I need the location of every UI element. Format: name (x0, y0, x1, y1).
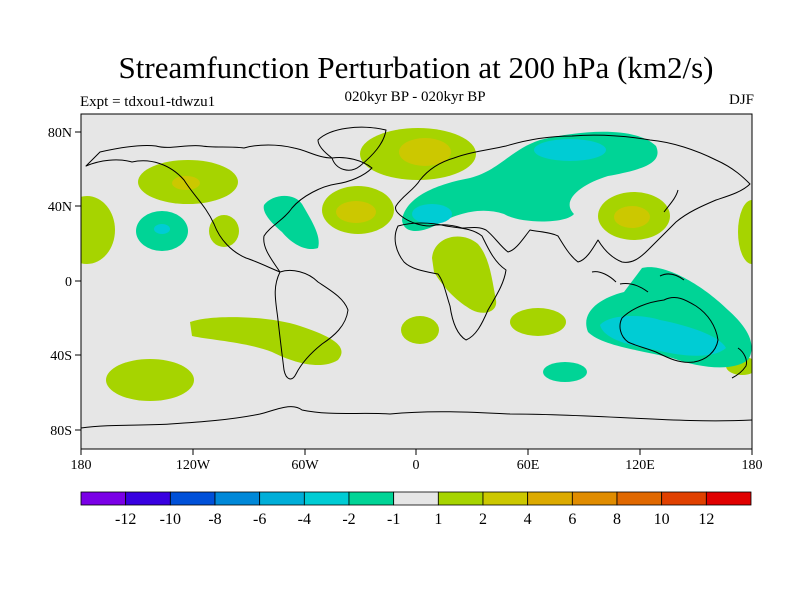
legend-label: -6 (253, 511, 266, 528)
south-atlantic-high (401, 316, 439, 344)
legend-label: 4 (524, 511, 532, 528)
legend-label: 2 (479, 511, 487, 528)
legend-swatch (348, 491, 395, 506)
legend-swatch (393, 491, 439, 506)
y-axis-ticks: 80N 40N 0 40S 80S (48, 126, 81, 439)
legend-swatch (259, 491, 305, 506)
japan-coast (663, 189, 679, 213)
eurasia-coast (395, 134, 751, 263)
x-tick-label: 180 (742, 458, 763, 473)
x-tick-label: 120W (176, 458, 211, 473)
legend-label: 10 (654, 511, 670, 528)
africa-high (432, 236, 497, 313)
north-america-low (263, 195, 319, 250)
chart-subtitle: 020kyr BP - 020kyr BP (344, 89, 486, 105)
south-pacific-high (106, 359, 194, 401)
contour-fills (81, 128, 752, 401)
x-tick-label: 60E (517, 458, 540, 473)
legend-swatch (527, 491, 573, 506)
color-legend: -12 -10 -8 -6 -4 -2 -1 1 2 4 6 8 10 12 (80, 491, 752, 528)
south-america-coast (274, 269, 349, 380)
legend-label: 12 (698, 511, 714, 528)
legend-swatch (616, 491, 663, 506)
x-tick-label: 60W (291, 458, 319, 473)
legend-swatch (705, 491, 752, 506)
legend-label: -12 (115, 511, 136, 528)
season-label: DJF (728, 92, 754, 108)
antarctica-coast (81, 406, 752, 429)
east-pacific-high (190, 317, 342, 366)
east-asia-high-core (614, 206, 650, 228)
legend-swatch (214, 491, 261, 506)
legend-swatch (571, 491, 618, 506)
eurasia-low-core-east (534, 139, 606, 161)
x-tick-label: 0 (413, 458, 420, 473)
x-tick-label: 180 (71, 458, 92, 473)
legend-label: -10 (160, 511, 181, 528)
coastlines (81, 126, 752, 429)
x-axis-ticks: 180 120W 60W 0 60E 120E 180 (71, 449, 763, 473)
legend-swatch (80, 491, 127, 506)
north-america-coast (85, 144, 373, 273)
legend-label: 6 (568, 511, 576, 528)
eurasia-low-core-west (412, 204, 452, 224)
legend-label: -2 (342, 511, 355, 528)
arctic-atlantic-high-core (399, 138, 451, 166)
legend-swatch (661, 491, 707, 506)
north-atlantic-high-core (336, 201, 376, 223)
africa-south-high (510, 308, 566, 336)
indonesia-coast (591, 271, 685, 293)
pacific-east-edge-high (738, 200, 752, 264)
x-tick-label: 120E (625, 458, 655, 473)
y-tick-label: 40N (48, 200, 72, 215)
southern-indian-low (543, 362, 587, 382)
mexico-high (209, 215, 239, 247)
legend-label: 8 (613, 511, 621, 528)
experiment-label: Expt = tdxou1-tdwzu1 (80, 94, 216, 110)
legend-swatch (482, 491, 529, 506)
y-tick-label: 80S (50, 424, 72, 439)
pacific-west-edge-high (81, 196, 115, 264)
legend-swatch (169, 491, 216, 506)
chart-title: Streamfunction Perturbation at 200 hPa (… (118, 50, 714, 85)
australia-coast (619, 297, 719, 363)
greenland-coast (317, 126, 387, 171)
legend-label: -1 (387, 511, 400, 528)
legend-label: 1 (434, 511, 442, 528)
tropical-pacific-low-core (154, 224, 170, 234)
africa-coast (394, 222, 507, 341)
australia-low-core (600, 315, 726, 356)
new-zealand-coast (731, 347, 747, 379)
y-tick-label: 80N (48, 126, 72, 141)
legend-label: -4 (298, 511, 311, 528)
legend-swatch (125, 491, 171, 506)
legend-swatch (437, 491, 484, 506)
legend-swatch (303, 491, 350, 506)
legend-label: -8 (208, 511, 221, 528)
y-tick-label: 40S (50, 349, 72, 364)
y-tick-label: 0 (65, 275, 72, 290)
